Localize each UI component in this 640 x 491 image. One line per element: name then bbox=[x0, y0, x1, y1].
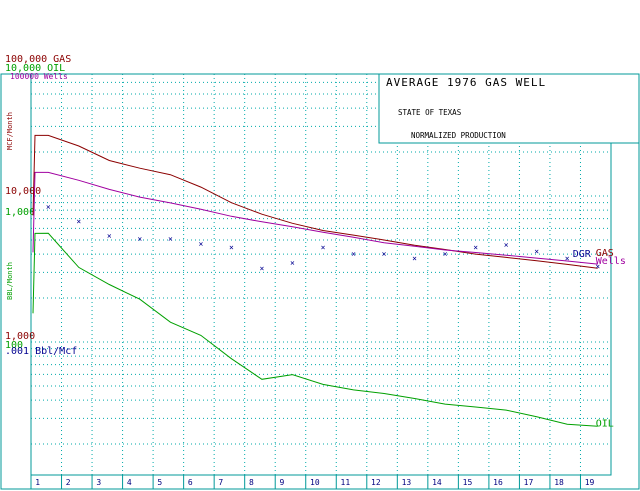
x-tick-label: 15 bbox=[463, 478, 473, 487]
x-tick-label: 1 bbox=[35, 478, 40, 487]
x-tick-label: 10 bbox=[310, 478, 320, 487]
oil-unit-label: BBL/Month bbox=[6, 262, 14, 300]
gas-low-label: 1,000 bbox=[5, 331, 35, 342]
wells-axis-top-label: 100000 Wells bbox=[10, 72, 68, 81]
plot-grid bbox=[31, 74, 611, 475]
x-tick-label: 13 bbox=[402, 478, 412, 487]
oil-mid-label: 1,000 bbox=[5, 207, 35, 218]
x-tick-label: 19 bbox=[585, 478, 595, 487]
dgr-low-label: .001 Bbl/Mcf bbox=[5, 346, 77, 357]
title-box bbox=[378, 73, 640, 144]
dgr-point: × bbox=[382, 250, 387, 259]
gas-unit-label: MCF/Month bbox=[6, 112, 14, 150]
dgr-point: × bbox=[229, 243, 234, 252]
oil-low-label: 100 bbox=[5, 340, 23, 351]
series-line-oil bbox=[32, 232, 598, 427]
oil-axis-top-label: 10,000 OIL bbox=[5, 63, 65, 74]
dgr-point: × bbox=[351, 250, 356, 259]
chart-subtitle-state: STATE OF TEXAS bbox=[398, 108, 462, 117]
x-tick-label: 8 bbox=[249, 478, 254, 487]
series-line-gas bbox=[32, 134, 598, 269]
x-tick-label: 2 bbox=[66, 478, 71, 487]
chart-title: AVERAGE 1976 GAS WELL bbox=[386, 76, 546, 89]
dgr-point: × bbox=[504, 240, 509, 249]
dgr-point: × bbox=[412, 254, 417, 263]
chart-subtitle-normalized: NORMALIZED PRODUCTION bbox=[411, 131, 506, 140]
dgr-point: × bbox=[473, 243, 478, 252]
dgr-point: × bbox=[595, 262, 600, 271]
series-label-oil: OIL bbox=[596, 418, 614, 429]
dgr-point: × bbox=[168, 235, 173, 244]
x-tick-label: 6 bbox=[188, 478, 193, 487]
dgr-point: × bbox=[137, 235, 142, 244]
dgr-point: × bbox=[198, 239, 203, 248]
dgr-point: × bbox=[321, 243, 326, 252]
x-tick-label: 4 bbox=[127, 478, 132, 487]
x-tick-label: 7 bbox=[218, 478, 223, 487]
series-label-gas: GAS bbox=[596, 248, 614, 259]
gas-axis-top-label: 100,000 GAS bbox=[5, 54, 71, 65]
dgr-point: × bbox=[534, 247, 539, 256]
dgr-point: × bbox=[76, 217, 81, 226]
x-tick-label: 17 bbox=[524, 478, 534, 487]
x-tick-label: 3 bbox=[96, 478, 101, 487]
x-tick-label: 9 bbox=[279, 478, 284, 487]
series-label-dgr: DGR bbox=[573, 249, 592, 260]
outer-frame bbox=[0, 73, 640, 490]
x-tick-label: 5 bbox=[157, 478, 162, 487]
x-tick-label: 12 bbox=[371, 478, 381, 487]
series-label-wells: Wells bbox=[596, 256, 626, 267]
dgr-point: × bbox=[565, 254, 570, 263]
x-tick-label: 11 bbox=[341, 478, 351, 487]
dgr-point: × bbox=[107, 231, 112, 240]
gas-mid-label: 10,000 bbox=[5, 186, 41, 197]
series-line-wells bbox=[32, 171, 598, 265]
x-tick-labels: 1 2 3 4 5 6 7 8 9 10 11 12 13 14 15 16 17 18 19 bbox=[30, 475, 595, 489]
x-tick-label: 16 bbox=[493, 478, 503, 487]
x-tick-label: 14 bbox=[432, 478, 442, 487]
dgr-point: × bbox=[260, 264, 265, 273]
dgr-point: × bbox=[290, 259, 295, 268]
dgr-point: × bbox=[443, 250, 448, 259]
dgr-point: × bbox=[46, 202, 51, 211]
x-tick-label: 18 bbox=[554, 478, 564, 487]
